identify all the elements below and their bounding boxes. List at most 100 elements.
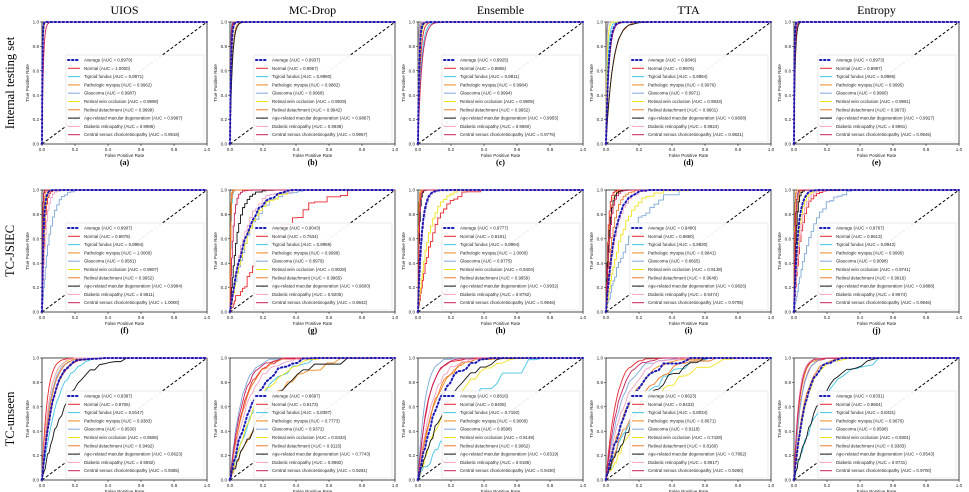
y-tick-label: 0.6: [785, 68, 792, 73]
legend-entry-average: Average (AUC = 0.9331): [836, 394, 885, 399]
legend-entry-normal: Normal (AUC = 0.9433): [648, 402, 695, 407]
x-tick-label: 0.0: [603, 147, 610, 152]
legend-entry-diabetic-retinopathy: Diabetic retinopathy (AUC = 0.9938): [272, 124, 343, 129]
legend-entry-tigroid-fundus: Tigroid fundus (AUC = 0.9147): [84, 410, 144, 415]
roc-panel-c: 0.00.0 0.2 0.2 0.4 0.4 0.6 0.6 0.8 0.8 1.0 1.0 Fals…: [401, 20, 587, 167]
x-tick-label: 1.0: [956, 147, 963, 152]
legend-box: [629, 390, 769, 479]
y-tick-label: 0.2: [33, 453, 40, 458]
legend-entry-glaucoma: Glaucoma (AUC = 0.9994): [460, 91, 512, 96]
roc-panel-e: 0.00.0 0.2 0.2 0.4 0.4 0.6 0.6 0.8 0.8 1.0 1.0 Fals…: [777, 20, 963, 167]
roc-curve-average: [793, 21, 960, 145]
roc-panel-i: 0.00.0 0.2 0.2 0.4 0.4 0.6 0.6 0.8 0.8 1.0 1.0 Fals…: [589, 188, 775, 335]
roc-curve-average: [605, 357, 772, 481]
legend-entry-normal: Normal (AUC = 0.9173): [272, 402, 319, 407]
legend-entry-diabetic-retinopathy: Diabetic retinopathy (AUC = 0.9474): [648, 292, 719, 297]
y-tick-label: 0.0: [785, 310, 792, 315]
legend-entry-tigroid-fundus: Tigroid fundus (AUC = 0.9984): [84, 242, 144, 247]
x-axis-label: False Positive Rate: [857, 321, 897, 326]
y-tick-label: 0.8: [597, 380, 604, 385]
y-tick-label: 0.8: [785, 212, 792, 217]
legend-entry-age-related-macular-degeneration: Age-related macular degeneration (AUC = …: [84, 116, 183, 121]
panel-label: (f): [121, 326, 129, 335]
y-tick-label: 0.2: [33, 117, 40, 122]
x-tick-label: 0.4: [481, 483, 488, 488]
y-tick-label: 0.0: [597, 478, 604, 483]
y-tick-label: 0.6: [409, 404, 416, 409]
y-tick-label: 0.4: [785, 261, 792, 266]
y-tick-label: 0.4: [785, 93, 792, 98]
roc-panel-h: 0.00.0 0.2 0.2 0.4 0.4 0.6 0.6 0.8 0.8 1.0 1.0 Fals…: [401, 188, 587, 335]
y-tick-label: 0.2: [409, 285, 416, 290]
x-tick-label: 0.0: [227, 483, 234, 488]
x-axis-label: False Positive Rate: [293, 153, 333, 158]
legend-entry-pathologic-myopia: Pathologic myopia (AUC = 0.9976): [648, 82, 716, 87]
x-tick-label: 0.0: [415, 483, 422, 488]
legend-entry-pathologic-myopia: Pathologic myopia (AUC = 0.7773): [272, 418, 340, 423]
legend-entry-average: Average (AUC = 0.9937): [272, 58, 321, 63]
y-tick-label: 1.0: [33, 20, 40, 25]
roc-panel-k: 0.00.0 0.2 0.2 0.4 0.4 0.6 0.6 0.8 0.8 1.0 1.0 Fals…: [25, 356, 211, 492]
legend-entry-normal: Normal (AUC = 0.9604): [836, 402, 883, 407]
y-tick-label: 1.0: [409, 20, 416, 25]
x-tick-label: 0.4: [293, 483, 300, 488]
x-tick-label: 0.2: [448, 483, 455, 488]
legend-entry-retinal-vein-occlusion: Retinal vein occlusion (AUC = 0.9934): [648, 99, 723, 104]
legend-entry-central-serous-chorioretinopathy: Central serous chorioretinopathy (AUC = …: [836, 300, 932, 305]
row-title-internal-testing-set: Internal testing set: [3, 36, 17, 129]
roc-curve-average: [229, 357, 396, 481]
legend-entry-retinal-vein-occlusion: Retinal vein occlusion (AUC = 0.9595): [84, 435, 159, 440]
y-tick-label: 0.2: [409, 117, 416, 122]
x-tick-label: 0.8: [171, 315, 178, 320]
legend-entry-age-related-macular-degeneration: Age-related macular degeneration (AUC = …: [460, 116, 559, 121]
x-tick-label: 1.0: [392, 147, 399, 152]
y-axis-label: True Positive Rate: [213, 232, 218, 270]
legend-entry-average: Average (AUC = 0.9767): [836, 226, 885, 231]
y-tick-label: 0.8: [33, 380, 40, 385]
legend-entry-central-serous-chorioretinopathy: Central serous chorioretinopathy (AUC = …: [836, 132, 932, 137]
legend-entry-pathologic-myopia: Pathologic myopia (AUC = 0.9009): [460, 418, 528, 423]
y-axis-label: True Positive Rate: [401, 232, 406, 270]
y-axis-label: True Positive Rate: [401, 400, 406, 438]
x-tick-label: 0.8: [735, 147, 742, 152]
x-tick-label: 0.8: [547, 483, 554, 488]
x-tick-label: 0.6: [138, 483, 145, 488]
x-axis-label: False Positive Rate: [481, 321, 521, 326]
legend-entry-retinal-detachment: Retinal detachment (AUC = 0.9952): [460, 107, 530, 112]
legend-entry-average: Average (AUC = 0.9387): [84, 394, 133, 399]
x-tick-label: 0.8: [359, 483, 366, 488]
legend-entry-normal: Normal (AUC = 0.9408): [460, 402, 507, 407]
legend-entry-central-serous-chorioretinopathy: Central serous chorioretinopathy (AUC = …: [648, 132, 744, 137]
x-tick-label: 0.4: [105, 483, 112, 488]
y-tick-label: 0.4: [221, 429, 228, 434]
panel-label: (h): [496, 326, 506, 335]
x-tick-label: 1.0: [392, 315, 399, 320]
roc-curve-average: [417, 189, 584, 313]
column-title-ensemble: Ensemble: [477, 3, 524, 17]
legend-entry-tigroid-fundus: Tigroid fundus (AUC = 0.9942): [836, 242, 896, 247]
y-tick-label: 1.0: [785, 20, 792, 25]
x-tick-label: 0.4: [293, 147, 300, 152]
x-tick-label: 0.8: [171, 147, 178, 152]
roc-panel-d: 0.00.0 0.2 0.2 0.4 0.4 0.6 0.6 0.8 0.8 1.0 1.0 Fals…: [589, 20, 775, 167]
x-tick-label: 0.2: [824, 147, 831, 152]
legend-entry-age-related-macular-degeneration: Age-related macular degeneration (AUC = …: [460, 284, 559, 289]
legend-box: [65, 222, 205, 311]
legend-entry-pathologic-myopia: Pathologic myopia (AUC = 0.9995): [836, 82, 904, 87]
roc-panel-o: 0.00.0 0.2 0.2 0.4 0.4 0.6 0.6 0.8 0.8 1.0 1.0 Fals…: [777, 356, 963, 492]
x-axis-label: False Positive Rate: [105, 153, 145, 158]
x-axis-label: False Positive Rate: [857, 153, 897, 158]
y-tick-label: 0.0: [221, 142, 228, 147]
y-tick-label: 0.2: [221, 453, 228, 458]
y-tick-label: 0.8: [785, 44, 792, 49]
legend-entry-average: Average (AUC = 0.8697): [272, 394, 321, 399]
legend-entry-normal: Normal (AUC = 0.7534): [272, 234, 319, 239]
legend-entry-age-related-macular-degeneration: Age-related macular degeneration (AUC = …: [648, 284, 747, 289]
legend-box: [253, 390, 393, 479]
legend-entry-normal: Normal (AUC = 0.9957): [272, 66, 319, 71]
x-tick-label: 0.8: [735, 315, 742, 320]
roc-panel-j: 0.00.0 0.2 0.2 0.4 0.4 0.6 0.6 0.8 0.8 1.0 1.0 Fals…: [777, 188, 963, 335]
x-tick-label: 0.6: [138, 147, 145, 152]
x-tick-label: 0.0: [791, 147, 798, 152]
y-tick-label: 0.0: [33, 142, 40, 147]
